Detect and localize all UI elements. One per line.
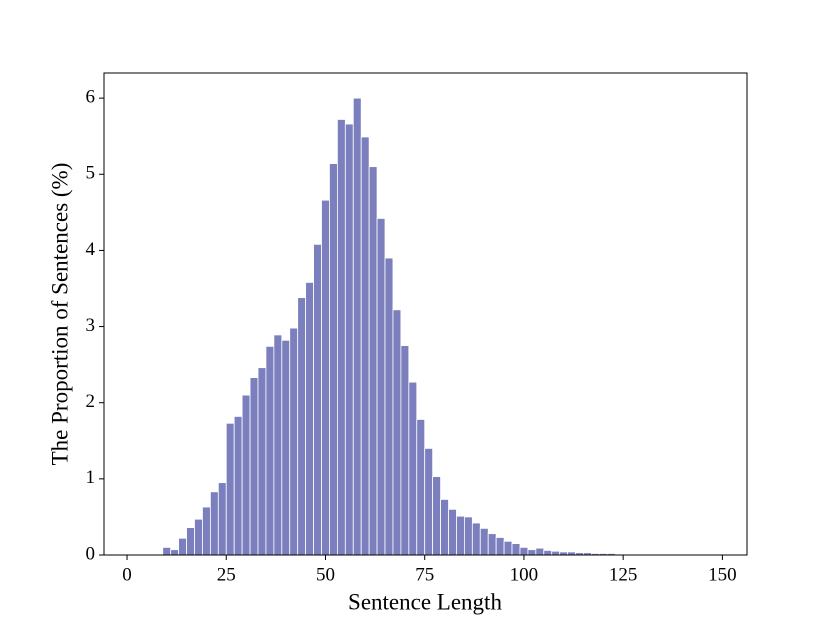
bar	[432, 476, 441, 556]
x-tick-label: 125	[609, 564, 638, 585]
bar	[344, 123, 354, 556]
bar	[511, 543, 521, 556]
bar	[535, 547, 545, 556]
bar	[336, 119, 346, 556]
plot-frame	[103, 72, 748, 556]
bar	[194, 518, 203, 556]
bar	[313, 243, 322, 556]
bar	[392, 309, 402, 556]
bar	[551, 550, 561, 556]
bar	[178, 537, 187, 556]
x-tick-label: 150	[708, 564, 737, 585]
x-tick-label: 25	[217, 564, 236, 585]
bar	[384, 257, 394, 556]
x-tick-label: 100	[510, 564, 539, 585]
bar	[186, 527, 195, 556]
bar	[543, 550, 553, 556]
bar	[297, 297, 307, 556]
bar	[408, 381, 418, 556]
bar	[273, 334, 283, 556]
bar	[209, 491, 219, 556]
bar	[527, 549, 537, 556]
bar	[479, 527, 489, 556]
bar	[503, 540, 513, 556]
y-tick-label: 1	[86, 467, 96, 488]
y-tick-label: 3	[86, 315, 96, 336]
bar	[329, 163, 338, 556]
x-tick-label: 50	[316, 564, 335, 585]
bar	[265, 345, 275, 556]
bar	[225, 422, 235, 556]
bar	[170, 549, 180, 556]
y-tick-label: 5	[86, 163, 96, 184]
bar	[305, 281, 314, 556]
y-tick-label: 0	[86, 543, 96, 564]
bar	[233, 416, 243, 556]
bar	[289, 327, 299, 556]
bar	[471, 522, 481, 556]
bar	[416, 419, 426, 556]
bar	[321, 199, 330, 556]
bar	[376, 218, 386, 556]
bar	[400, 345, 410, 556]
bar	[424, 447, 434, 556]
bar	[281, 339, 291, 556]
x-tick-label: 0	[122, 564, 132, 585]
y-tick-label: 2	[86, 391, 96, 412]
bar	[463, 516, 473, 556]
x-axis-label: Sentence Length	[348, 589, 502, 614]
bar	[487, 533, 497, 556]
bar	[241, 394, 251, 556]
bar	[440, 499, 449, 556]
x-tick-label: 75	[415, 564, 434, 585]
bar	[368, 166, 378, 556]
bar	[202, 506, 211, 556]
bar	[352, 97, 362, 556]
y-axis-label: The Proportion of Sentences (%)	[47, 163, 72, 466]
y-tick-label: 6	[86, 86, 96, 107]
bar	[519, 546, 529, 556]
bar	[360, 136, 370, 556]
bar	[257, 367, 267, 556]
bar	[448, 508, 457, 556]
bar	[495, 537, 505, 556]
bar	[249, 377, 259, 556]
y-tick-label: 4	[86, 239, 96, 260]
bar	[217, 482, 227, 556]
bar	[456, 515, 465, 556]
bar	[162, 546, 172, 556]
